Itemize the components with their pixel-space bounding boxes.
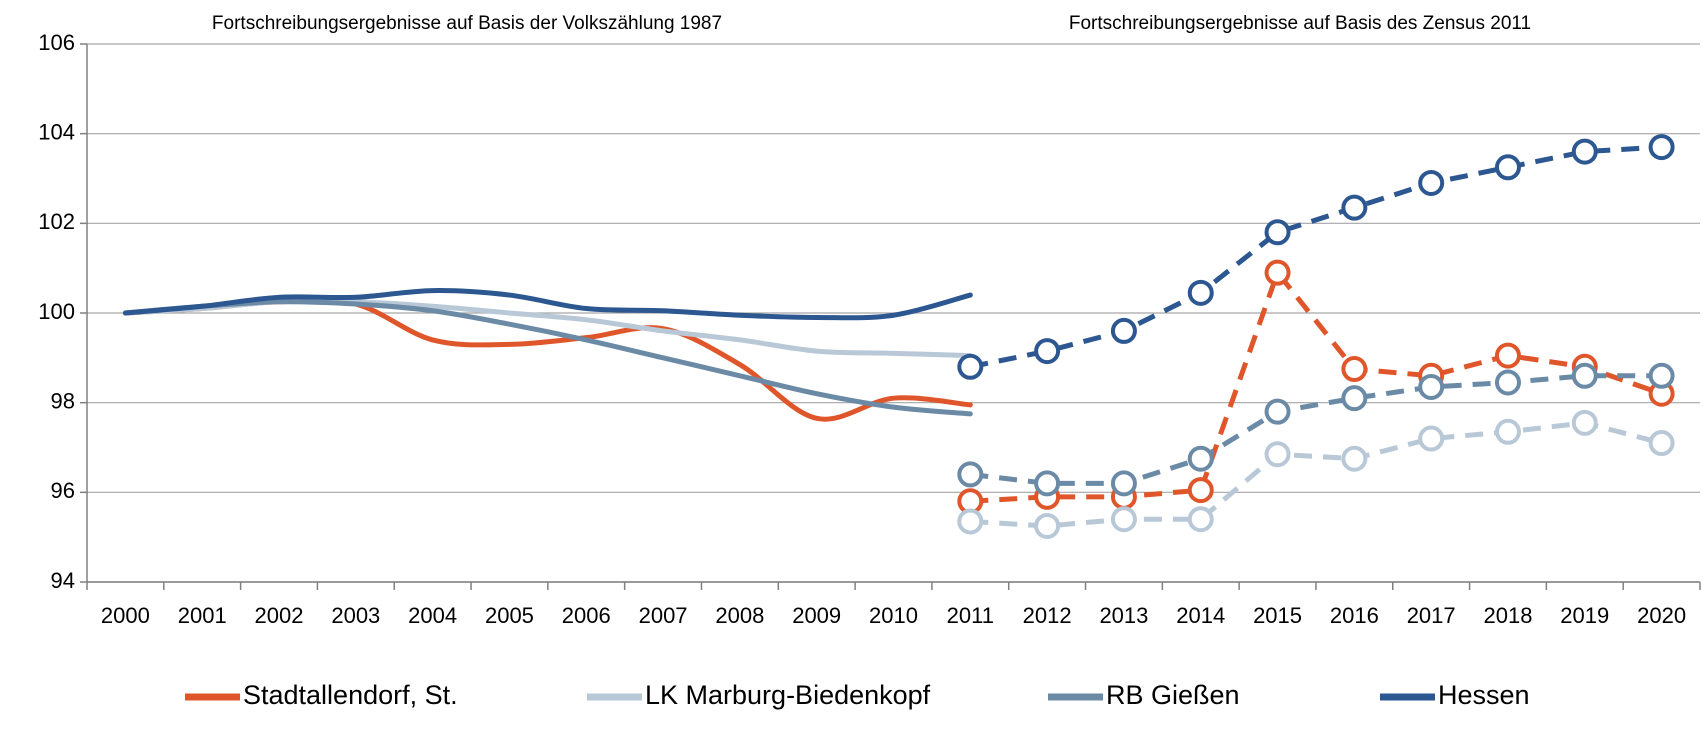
marker [1110,317,1137,344]
marker [1187,445,1214,472]
legend-label: RB Gießen [1106,680,1240,710]
marker [1034,338,1061,365]
x-tick-label: 2013 [1099,603,1148,628]
x-tick-label: 2010 [869,603,918,628]
x-tick-label: 2000 [101,603,150,628]
marker [1264,219,1291,246]
census-line [970,373,1662,486]
y-tick-label: 100 [38,299,75,324]
x-tick-label: 2019 [1560,603,1609,628]
x-tick-label: 2005 [485,603,534,628]
x-tick-label: 2004 [408,603,457,628]
marker [1187,506,1214,533]
census-line [970,267,1663,504]
legend-label: LK Marburg-Biedenkopf [645,680,931,710]
marker [1648,134,1675,161]
x-tick-label: 2016 [1330,603,1379,628]
series-line [122,299,973,417]
marker [1034,512,1061,539]
marker [1571,362,1598,389]
x-tick-label: 2014 [1176,603,1225,628]
x-tick-label: 2009 [792,603,841,628]
marker [1341,194,1368,221]
marker [1110,506,1137,533]
marker [1648,362,1675,389]
x-tick-label: 2011 [947,603,994,628]
marker [1494,154,1521,181]
x-tick-label: 2001 [178,603,227,628]
annotation: Fortschreibungsergebnisse auf Basis der … [212,13,722,34]
marker [1264,398,1291,425]
y-tick-label: 102 [38,209,75,234]
x-tick-label: 2006 [562,603,611,628]
marker [1341,385,1368,412]
marker [1264,441,1291,468]
x-tick-label: 2017 [1407,603,1456,628]
marker [1648,430,1675,457]
marker [1187,477,1214,504]
marker [1110,470,1137,497]
x-tick-label: 2018 [1483,603,1532,628]
marker [1418,425,1445,452]
y-tick-label: 104 [38,119,75,144]
x-tick-label: 2008 [715,603,764,628]
marker [957,353,984,380]
legend-label: Hessen [1438,680,1530,710]
x-tick-label: 2007 [639,603,688,628]
marker [1418,169,1445,196]
marker [1494,342,1521,369]
y-tick-label: 94 [51,568,75,593]
marker [957,508,984,535]
x-tick-label: 2020 [1637,603,1686,628]
marker [1034,470,1061,497]
series-line [122,288,973,321]
marker [1494,369,1521,396]
x-tick-label: 2003 [331,603,380,628]
marker [957,461,984,488]
marker [1571,138,1598,165]
x-tick-label: 2012 [1023,603,1072,628]
census-line [969,144,1662,370]
marker [1571,409,1598,436]
x-tick-label: 2002 [255,603,304,628]
marker [1341,445,1368,472]
marker [1264,259,1291,286]
x-tick-label: 2015 [1253,603,1302,628]
series-line [122,298,973,359]
legend-label: Stadtallendorf, St. [243,680,458,710]
marker [1494,418,1521,445]
y-tick-label: 96 [51,478,75,503]
marker [1187,279,1214,306]
y-tick-label: 98 [51,388,75,413]
y-tick-label: 106 [38,30,75,55]
census-line [970,420,1663,529]
marker [1418,373,1445,400]
annotation: Fortschreibungsergebnisse auf Basis des … [1069,13,1531,34]
marker [1341,356,1368,383]
